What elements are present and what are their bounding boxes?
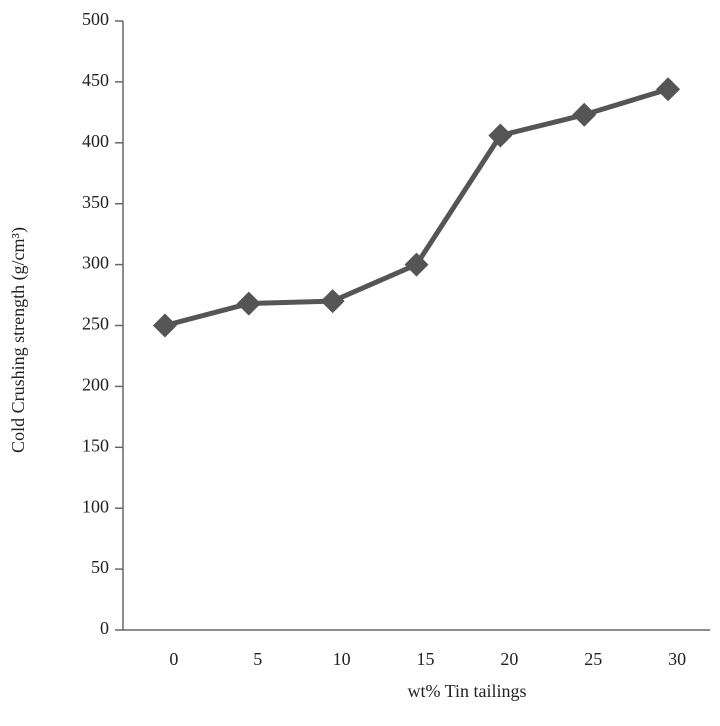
y-tick-label: 100	[82, 496, 109, 516]
x-tick-label: 10	[333, 649, 351, 669]
x-tick-label: 0	[169, 649, 178, 669]
y-tick-label: 150	[82, 435, 109, 455]
marker	[152, 313, 177, 338]
x-tick-label: 25	[584, 649, 602, 669]
y-tick-label: 50	[91, 557, 109, 577]
marker	[236, 291, 261, 316]
x-axis-label: wt% Tin tailings	[407, 681, 526, 701]
x-tick-label: 15	[417, 649, 435, 669]
y-tick-label: 250	[82, 314, 109, 334]
marker	[404, 252, 429, 277]
x-tick-label: 5	[253, 649, 262, 669]
x-tick-label: 20	[500, 649, 518, 669]
y-tick-label: 0	[100, 618, 109, 638]
y-tick-label: 350	[82, 192, 109, 212]
marker	[488, 123, 513, 148]
y-axis-label: Cold Crushing strength (g/cm³)	[8, 227, 29, 453]
marker	[656, 77, 681, 102]
line	[164, 86, 669, 328]
y-tick-label: 500	[82, 9, 109, 29]
y-tick-label: 450	[82, 70, 109, 90]
y-tick-label: 400	[82, 131, 109, 151]
marker	[572, 102, 597, 127]
marker	[320, 289, 345, 314]
x-tick-label: 30	[668, 649, 686, 669]
y-tick-label: 200	[82, 375, 109, 395]
y-tick-label: 300	[82, 253, 109, 273]
